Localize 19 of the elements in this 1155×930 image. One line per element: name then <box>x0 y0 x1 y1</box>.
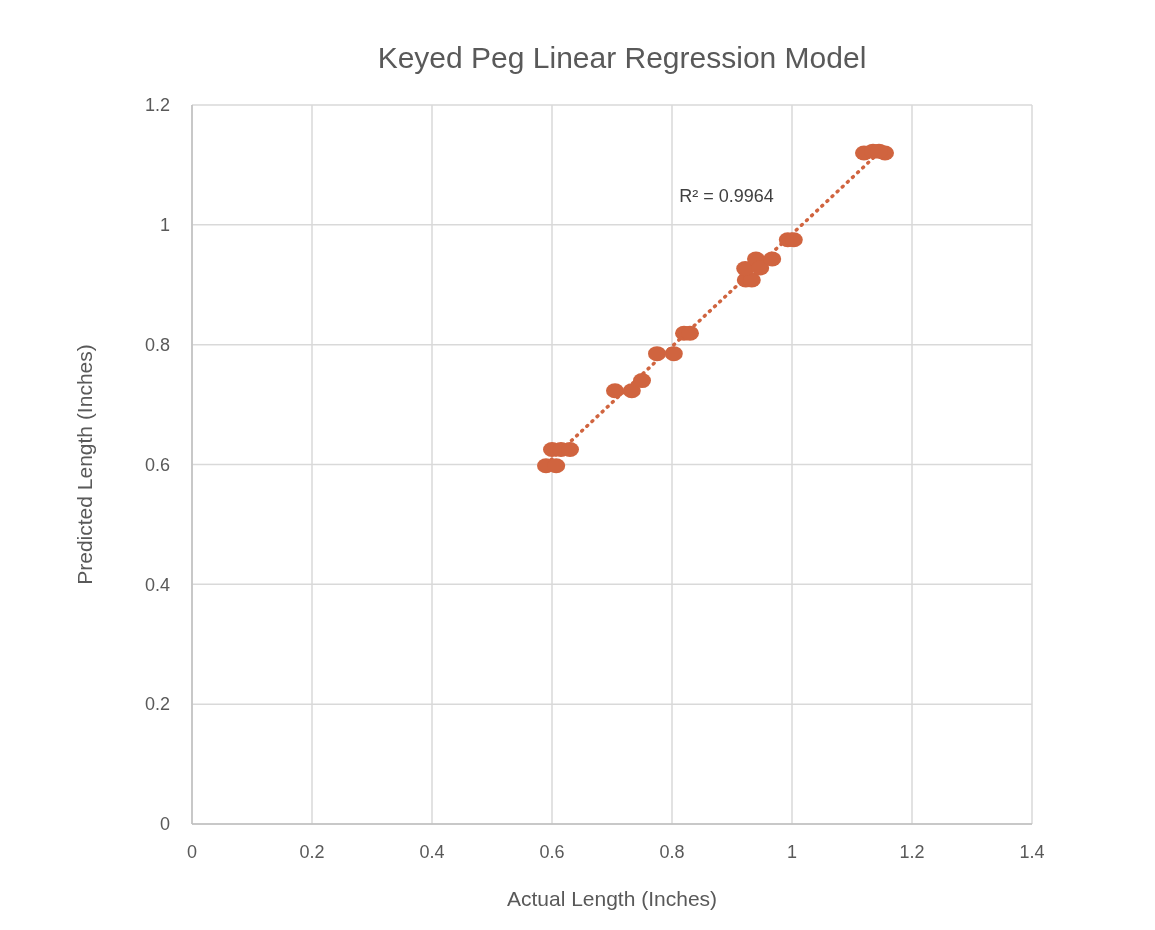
y-tick-label: 0.6 <box>144 454 170 475</box>
x-axis-title: Actual Length (Inches) <box>506 887 718 910</box>
y-tick-label: 0.8 <box>144 334 170 355</box>
y-tick-label: 0.4 <box>144 574 170 595</box>
x-tick-label: 0 <box>186 842 198 862</box>
x-tick-label: 1.4 <box>1019 842 1045 862</box>
y-axis-title: Predicted Length (Inches) <box>73 344 96 585</box>
chart-title: Keyed Peg Linear Regression Model <box>377 41 867 74</box>
y-tick-label: 1.2 <box>144 95 170 116</box>
y-tick-label: 1 <box>159 215 170 236</box>
x-tick-label: 1 <box>786 842 798 862</box>
x-tick-label: 0.8 <box>659 842 685 862</box>
annotation: R² = 0.9964 <box>679 186 774 206</box>
x-tick-label: 1.2 <box>899 842 925 862</box>
x-tick-label: 0.4 <box>419 842 445 862</box>
x-tick-label: 0.2 <box>299 842 325 862</box>
y-tick-label: 0 <box>159 814 170 835</box>
y-tick-label: 0.2 <box>144 694 170 715</box>
x-tick-label: 0.6 <box>539 842 565 862</box>
